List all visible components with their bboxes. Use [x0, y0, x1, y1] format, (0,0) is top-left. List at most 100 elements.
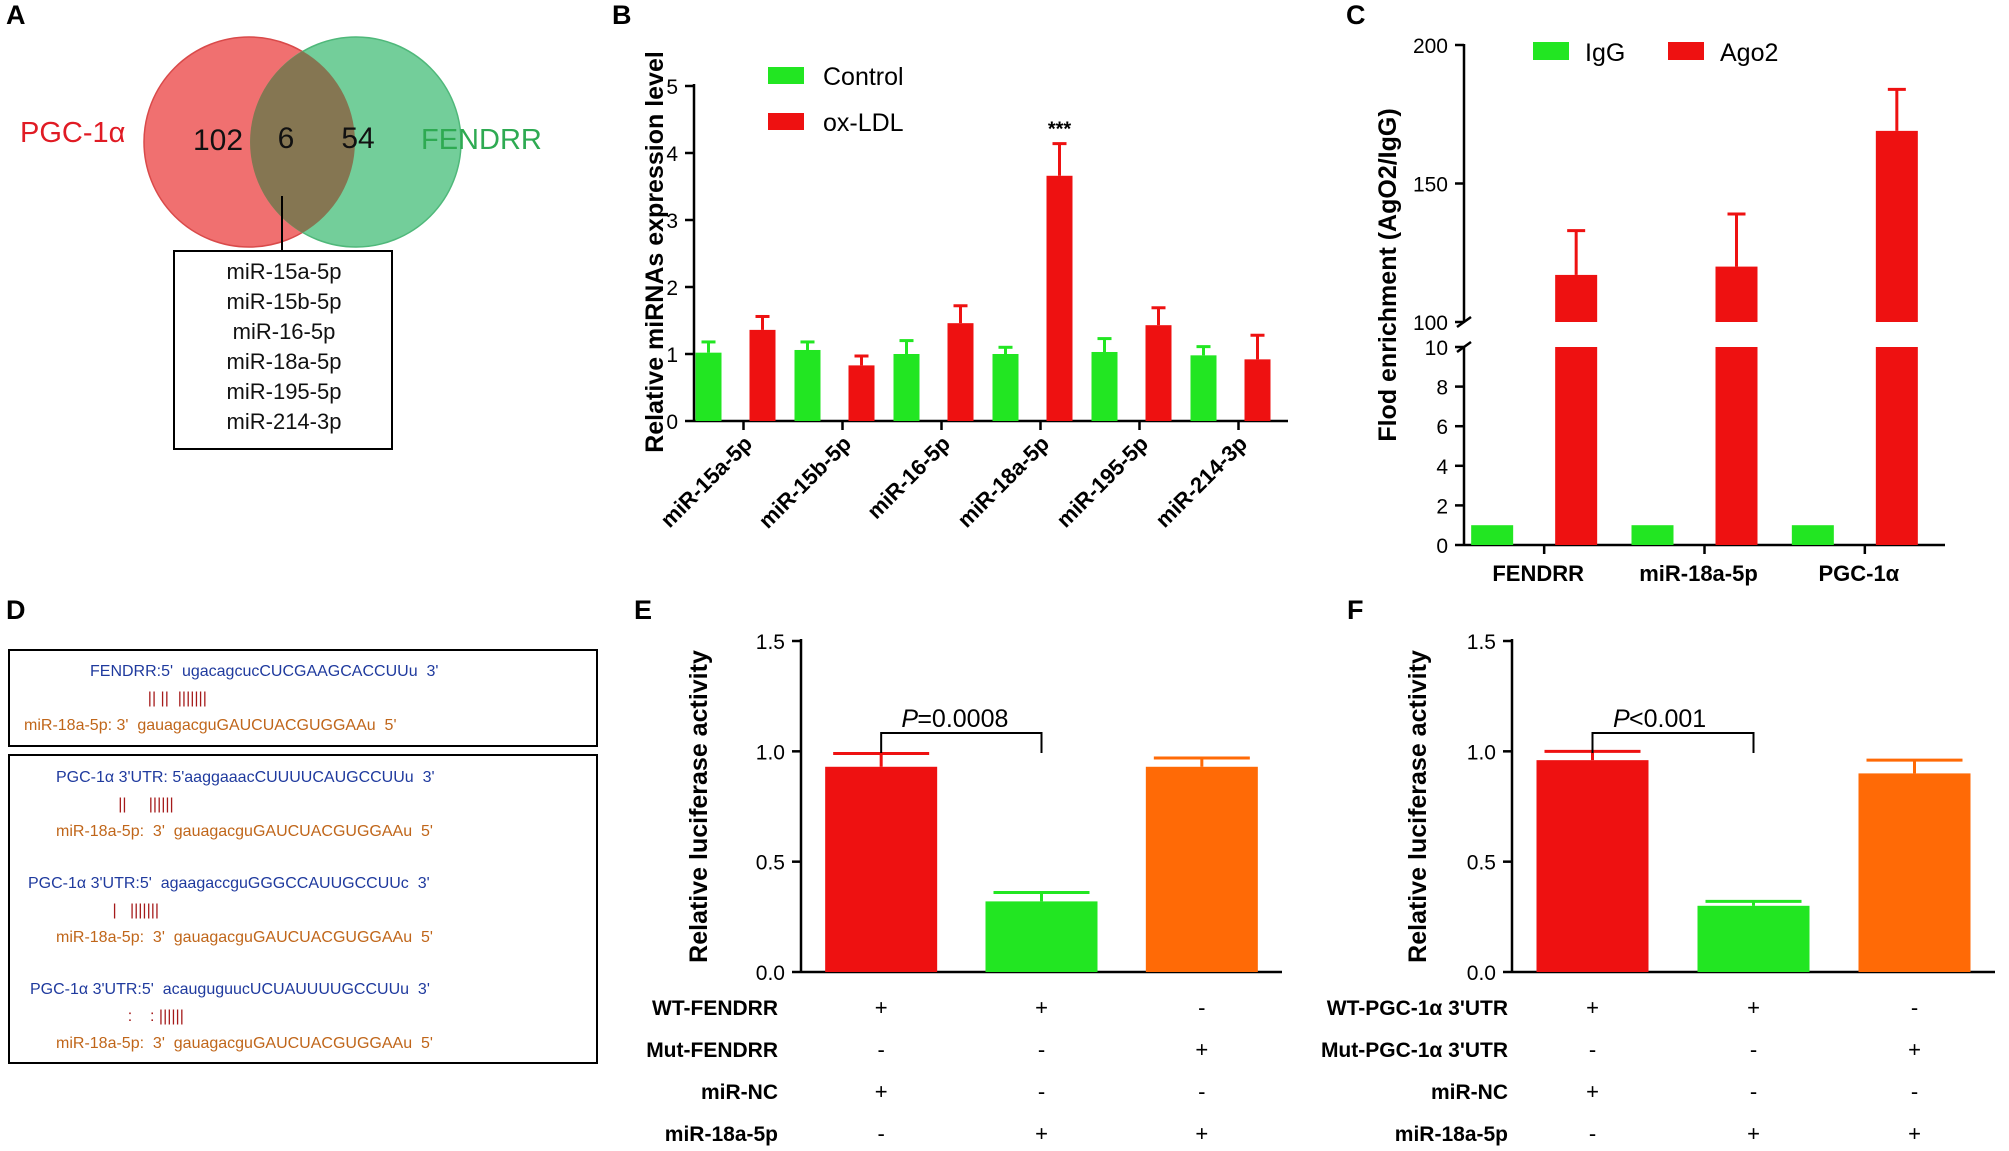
bar	[1697, 905, 1810, 972]
y-axis-label: Relative luciferase activity	[685, 650, 713, 963]
condition-sign: +	[875, 995, 888, 1020]
y-tick-label: 4	[1436, 456, 1448, 479]
sequence-line: PGC-1α 3'UTR:5' acauguguucUCUAUUUUGCCUUu…	[30, 981, 430, 998]
condition-label: miR-18a-5p	[1395, 1123, 1508, 1146]
condition-sign: -	[1198, 995, 1205, 1020]
panel-letter-a: A	[6, 0, 26, 30]
x-tick-label: miR-195-5p	[1051, 431, 1153, 533]
y-tick-label: 0	[666, 411, 678, 434]
panel-letter-d: D	[6, 595, 26, 625]
y-tick-label: 8	[1436, 377, 1448, 400]
y-tick-label: 0.5	[756, 852, 785, 875]
condition-sign: -	[878, 1121, 885, 1146]
venn-right-label: FENDRR	[421, 124, 542, 156]
legend-label: IgG	[1585, 39, 1625, 67]
y-tick-label: 1.0	[756, 741, 785, 764]
venn-left-count: 102	[193, 124, 243, 157]
sequence-line: : : ||||||	[30, 1008, 184, 1025]
panel-letter-e: E	[634, 595, 652, 625]
y-tick-label: 4	[666, 143, 678, 166]
bar	[985, 901, 1098, 972]
condition-label: miR-18a-5p	[665, 1123, 778, 1146]
p-value-text: =0.0008	[917, 705, 1008, 733]
condition-sign: -	[1589, 1121, 1596, 1146]
venn-right-count: 54	[341, 122, 374, 155]
bar-ox-ldl	[947, 323, 974, 421]
y-tick-label: 0	[1436, 535, 1448, 558]
panel-e: E 0.0 0.5 1.0 1.5 Relative luciferase activi…	[634, 595, 1282, 1146]
sequence-line: PGC-1α 3'UTR: 5'aaggaaacCUUUUCAUGCCUUu 3…	[56, 769, 435, 786]
y-tick-label: 2	[1436, 495, 1448, 518]
venn-overlap	[250, 51, 355, 233]
sequence-line: miR-18a-5p: 3' gauagacguGAUCUACGUGGAAu 5…	[56, 823, 433, 840]
panel-letter-c: C	[1346, 0, 1366, 30]
condition-sign: +	[1747, 1121, 1760, 1146]
overlap-list-item: miR-15b-5p	[227, 289, 342, 314]
significance-bracket	[880, 732, 1043, 753]
condition-sign: +	[1195, 1037, 1208, 1062]
panel-letter-f: F	[1347, 595, 1364, 625]
legend-swatch	[768, 67, 804, 84]
sequence-line: | |||||||	[28, 902, 159, 919]
panel-d: D FENDRR:5' ugacagcucCUCGAAGCACCUUu 3' |…	[6, 595, 598, 1064]
condition-sign: +	[1586, 1079, 1599, 1104]
x-tick-label: miR-214-3p	[1150, 431, 1252, 533]
y-tick-label: 1.5	[1467, 631, 1496, 654]
y-tick-label: 1.0	[1467, 741, 1496, 764]
sequence-box-pgc1a	[8, 754, 598, 1064]
condition-label: miR-NC	[1431, 1081, 1508, 1104]
condition-sign: -	[1750, 1079, 1757, 1104]
bar-control	[1190, 355, 1217, 421]
condition-label: Mut-PGC-1α 3'UTR	[1321, 1039, 1508, 1062]
y-axis-label: Relative miRNAs expression level	[641, 51, 669, 453]
condition-sign: +	[1035, 995, 1048, 1020]
bar-control	[794, 349, 821, 421]
sequence-line: miR-18a-5p: 3' gauagacguGAUCUACGUGGAAu 5…	[56, 929, 433, 946]
condition-sign: -	[1589, 1037, 1596, 1062]
x-tick-label: FENDRR	[1492, 561, 1584, 586]
overlap-list-item: miR-18a-5p	[227, 349, 342, 374]
bar-ox-ldl	[1145, 325, 1172, 421]
overlap-list: miR-15a-5p miR-15b-5p miR-16-5p miR-18a-5p m…	[227, 259, 342, 434]
condition-sign: -	[1038, 1037, 1045, 1062]
y-tick-label: 2	[666, 277, 678, 300]
bar-igg	[1631, 525, 1674, 545]
condition-label: WT-PGC-1α 3'UTR	[1327, 997, 1508, 1020]
sequence-box-fendrr	[8, 649, 598, 747]
x-tick-label: miR-15b-5p	[754, 431, 856, 533]
legend-swatch	[768, 113, 804, 130]
condition-sign: -	[878, 1037, 885, 1062]
y-tick-label: 10	[1425, 337, 1448, 360]
y-tick-label: 1.5	[756, 631, 785, 654]
venn-overlap-count: 6	[278, 122, 295, 155]
bar-igg	[1471, 525, 1514, 545]
x-tick-label: miR-18a-5p	[1639, 561, 1758, 586]
venn-left-label: PGC-1α	[20, 117, 125, 149]
y-tick-label: 0.5	[1467, 852, 1496, 875]
p-value-symbol: P	[901, 705, 918, 733]
bar	[1858, 773, 1971, 972]
sequence-lines-pgc1a: PGC-1α 3'UTR: 5'aaggaaacCUUUUCAUGCCUUu 3…	[28, 769, 435, 1052]
bar-ox-ldl	[1244, 359, 1271, 421]
condition-sign: -	[1038, 1079, 1045, 1104]
bar-ago2-lower	[1715, 347, 1758, 545]
x-tick-label: miR-16-5p	[862, 431, 955, 524]
sequence-line: FENDRR:5' ugacagcucCUCGAAGCACCUUu 3'	[90, 663, 438, 680]
bar-control	[1091, 351, 1118, 421]
condition-sign: -	[1911, 995, 1918, 1020]
condition-label: Mut-FENDRR	[646, 1039, 778, 1062]
p-value-text: <0.001	[1629, 705, 1706, 733]
y-tick-label: 150	[1413, 174, 1448, 197]
bar-ox-ldl	[1046, 175, 1073, 421]
sequence-lines-fendrr: FENDRR:5' ugacagcucCUCGAAGCACCUUu 3' || …	[24, 663, 438, 734]
condition-label: WT-FENDRR	[652, 997, 778, 1020]
bar	[1536, 760, 1649, 972]
panel-letter-b: B	[612, 0, 632, 30]
significance-marker: ***	[1048, 119, 1072, 141]
y-axis-label: Flod enrichment (AgO2/IgG)	[1374, 108, 1402, 441]
y-tick-label: 0.0	[756, 962, 785, 985]
bar-ago2-upper	[1555, 274, 1598, 322]
bar-control	[695, 352, 722, 421]
